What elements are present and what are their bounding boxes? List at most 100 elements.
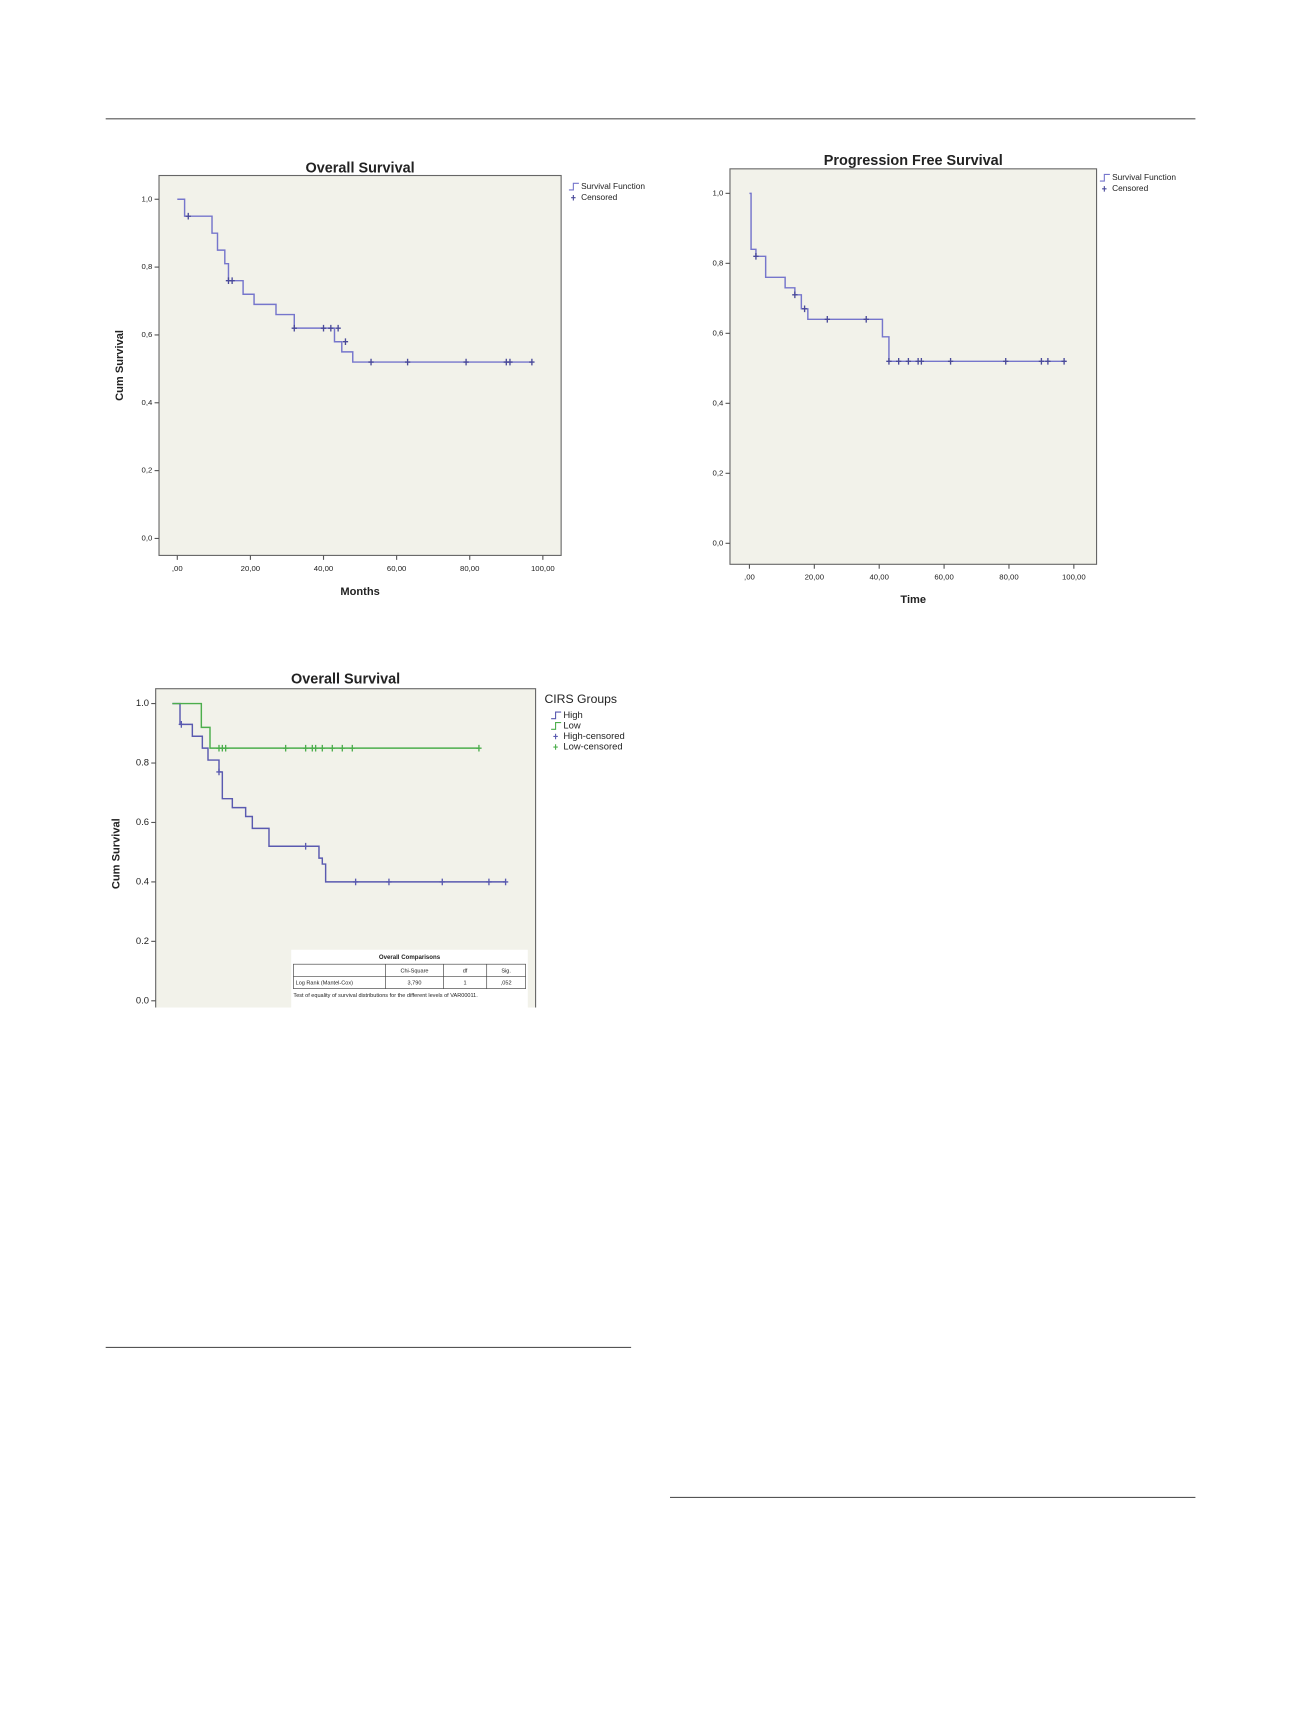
y-tick-label: 1,0 <box>713 188 724 197</box>
censor-mark <box>529 358 535 366</box>
censor-mark <box>896 357 902 365</box>
censor-mark <box>185 212 191 220</box>
censor-mark <box>282 744 289 752</box>
table-cell: 3,790 <box>408 981 422 987</box>
censor-mark <box>320 324 327 332</box>
censor-mark <box>329 744 335 752</box>
y-tick-label: 1.0 <box>136 698 149 709</box>
y-tick-label: 0,0 <box>142 534 153 543</box>
x-tick-label: 60,00 <box>934 573 954 582</box>
y-tick-label: 0.4 <box>136 876 149 887</box>
x-tick-label: 80,00 <box>999 573 1019 582</box>
x-tick-label: 40,00 <box>869 573 889 582</box>
legend-swatch <box>551 711 562 720</box>
legend-label: Low <box>563 720 580 731</box>
x-tick-label: ,00 <box>172 564 183 573</box>
censor-mark <box>947 357 954 365</box>
censor-mark <box>216 768 222 776</box>
censor-mark <box>339 744 345 752</box>
censor-mark <box>1038 357 1045 365</box>
legend-label: Censored <box>581 192 617 202</box>
censor-mark <box>801 305 808 313</box>
legend-swatch <box>1102 186 1107 192</box>
censor-mark <box>439 878 445 886</box>
y-tick-label: 0.0 <box>136 995 149 1006</box>
censor-mark <box>753 253 759 260</box>
chart-title: Overall Survival <box>291 672 400 688</box>
table-cell: ,052 <box>501 981 512 987</box>
censor-mark <box>349 744 355 752</box>
y-tick-label: 0,2 <box>713 468 724 477</box>
censor-mark <box>1045 357 1051 365</box>
censor-mark <box>507 358 513 366</box>
censor-mark <box>312 744 319 752</box>
table-header: Sig. <box>501 968 511 974</box>
legend-swatch <box>568 182 579 191</box>
survival-curve <box>177 198 532 363</box>
censor-mark <box>291 324 297 332</box>
y-tick-label: 1,0 <box>142 194 153 203</box>
y-tick-label: 0,8 <box>142 262 153 271</box>
legend-swatch <box>553 733 558 740</box>
survival-curve <box>172 702 506 883</box>
censor-mark <box>792 291 798 299</box>
censor-mark <box>905 357 912 365</box>
legend-title: CIRS Groups <box>544 692 617 706</box>
x-tick-label: ,00 <box>744 573 755 582</box>
y-tick-label: 0.2 <box>136 936 149 947</box>
y-tick-label: 0,8 <box>713 258 724 267</box>
survival-curve <box>749 192 1066 363</box>
censor-mark <box>1003 357 1009 365</box>
y-tick-label: 0,0 <box>713 538 724 547</box>
legend-label: Low-censored <box>563 742 622 753</box>
legend-swatch <box>1099 173 1110 182</box>
plot-area <box>158 174 562 556</box>
table-bg <box>291 949 528 1008</box>
chart-title: Progression Free Survival <box>824 153 1003 169</box>
y-tick-label: 0,4 <box>142 398 153 407</box>
censor-mark <box>328 324 334 332</box>
censor-mark <box>302 744 309 752</box>
censor-mark <box>863 315 869 323</box>
y-tick-label: 0,2 <box>142 466 153 475</box>
y-axis-label: Cum Survival <box>114 330 126 401</box>
y-axis-label: Cum Survival <box>111 818 123 889</box>
y-tick-label: 0,4 <box>713 398 724 407</box>
censor-mark <box>463 358 469 366</box>
censor-mark <box>386 878 392 886</box>
legend-swatch <box>553 744 558 750</box>
censor-mark <box>502 878 509 886</box>
censor-mark <box>222 744 229 752</box>
x-tick-label: 80,00 <box>460 564 480 573</box>
table-note: Test of equality of survival distributio… <box>293 993 478 999</box>
legend-swatch <box>571 194 576 201</box>
chart: 0,0 0,2 0,4 0,6 0,8 1,0 ,00 20,00 40,00 60,00 80,0… <box>713 168 1098 582</box>
chart-title: Overall Survival <box>305 161 414 177</box>
censor-mark <box>476 744 482 752</box>
legend-label: High <box>563 710 582 721</box>
x-tick-label: 20,00 <box>805 573 825 582</box>
y-tick-label: 0,6 <box>713 328 724 337</box>
x-tick-label: 20,00 <box>241 564 261 573</box>
table-title: Overall Comparisons <box>379 954 441 961</box>
censor-mark <box>1061 357 1067 365</box>
plot-area <box>729 168 1098 565</box>
censor-mark <box>886 357 892 365</box>
table-header: Chi-Square <box>400 968 428 974</box>
table-header: df <box>463 968 468 974</box>
survival-curve <box>172 702 479 749</box>
x-axis-label: Months <box>340 586 379 598</box>
censor-mark <box>352 878 359 886</box>
chart: 0,0 0,2 0,4 0,6 0,8 1,0 ,00 20,00 40,00 60,00 80,0… <box>142 174 562 573</box>
legend-label: Survival Function <box>581 181 645 191</box>
y-tick-label: 0,6 <box>142 330 153 339</box>
y-tick-label: 0.6 <box>136 817 149 828</box>
censor-mark <box>486 878 492 886</box>
x-tick-label: 100,00 <box>531 564 555 573</box>
legend-label: Survival Function <box>1112 172 1176 182</box>
censor-mark <box>404 358 411 366</box>
censor-mark <box>918 357 925 365</box>
y-tick-label: 0.8 <box>136 758 149 769</box>
legend-label: High-censored <box>563 731 624 742</box>
